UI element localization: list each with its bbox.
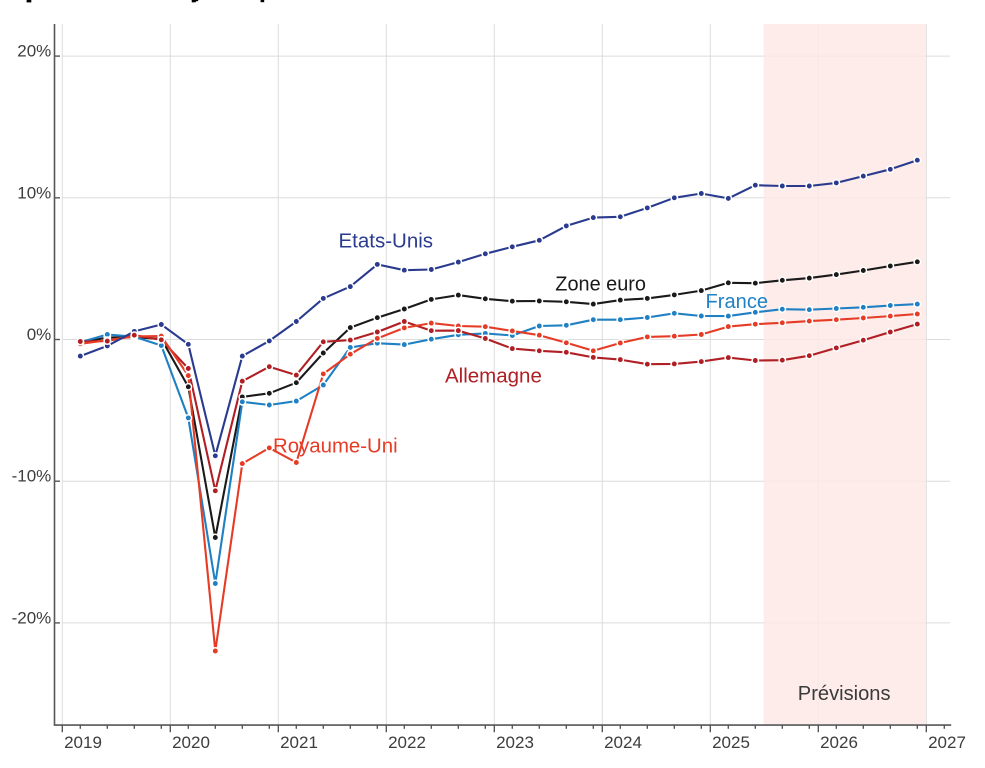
svg-text:2020: 2020 [172,733,210,752]
svg-text:2022: 2022 [388,733,426,752]
svg-text:2024: 2024 [604,733,642,752]
svg-text:2025: 2025 [712,733,750,752]
svg-text:2023: 2023 [496,733,534,752]
svg-text:Prévisions: Prévisions [798,683,891,705]
svg-text:2021: 2021 [280,733,318,752]
svg-text:Zone euro: Zone euro [555,273,646,295]
svg-text:10%: 10% [17,183,51,202]
svg-text:2019: 2019 [64,733,102,752]
svg-text:Etats-Unis: Etats-Unis [339,230,434,253]
svg-text:20%: 20% [17,42,51,61]
svg-text:Allemagne: Allemagne [445,364,542,387]
svg-text:0%: 0% [27,325,52,344]
svg-text:-20%: -20% [12,608,52,627]
svg-text:France: France [706,291,769,313]
svg-text:Royaume-Uni: Royaume-Uni [273,435,398,457]
svg-text:2026: 2026 [820,733,858,752]
svg-text:2027: 2027 [928,733,966,752]
svg-text:-10%: -10% [12,467,52,486]
